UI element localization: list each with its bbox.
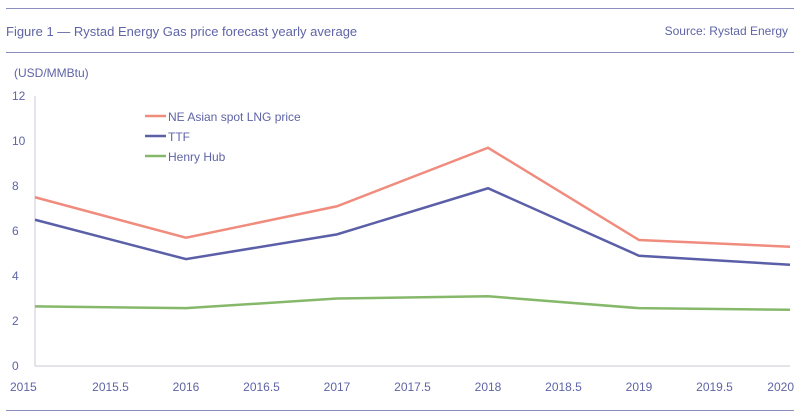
x-tick-label: 2019.5 xyxy=(696,380,733,394)
x-tick-label: 2019 xyxy=(626,380,653,394)
legend-label: TTF xyxy=(168,130,190,144)
x-tick-label: 2015 xyxy=(10,380,37,394)
chart-title: Figure 1 — Rystad Energy Gas price forec… xyxy=(6,24,358,39)
top-rule xyxy=(6,8,794,9)
x-tick-label: 2020 xyxy=(767,380,794,394)
series-line-0 xyxy=(34,146,791,248)
legend-label: Henry Hub xyxy=(168,150,226,164)
x-tick-label: 2017.5 xyxy=(394,380,431,394)
y-tick-label: 2 xyxy=(12,314,19,328)
x-tick-label: 2017 xyxy=(324,380,351,394)
x-tick-label: 2018 xyxy=(475,380,502,394)
x-tick-label: 2016 xyxy=(173,380,200,394)
y-tick-label: 10 xyxy=(12,134,26,148)
y-tick-label: 4 xyxy=(12,269,19,283)
series-line-1 xyxy=(34,186,791,266)
legend-label: NE Asian spot LNG price xyxy=(168,110,301,124)
x-tick-label: 2015.5 xyxy=(92,380,129,394)
chart-source: Source: Rystad Energy xyxy=(664,24,788,38)
y-axis-label: (USD/MMBtu) xyxy=(14,66,89,80)
y-tick-label: 6 xyxy=(12,224,19,238)
title-rule xyxy=(6,52,794,53)
y-tick-label: 0 xyxy=(12,359,19,373)
y-tick-label: 8 xyxy=(12,179,19,193)
y-tick-label: 12 xyxy=(12,89,26,103)
series-line-2 xyxy=(34,294,791,311)
x-tick-label: 2016.5 xyxy=(243,380,280,394)
bottom-rule xyxy=(6,410,794,411)
x-tick-label: 2018.5 xyxy=(545,380,582,394)
